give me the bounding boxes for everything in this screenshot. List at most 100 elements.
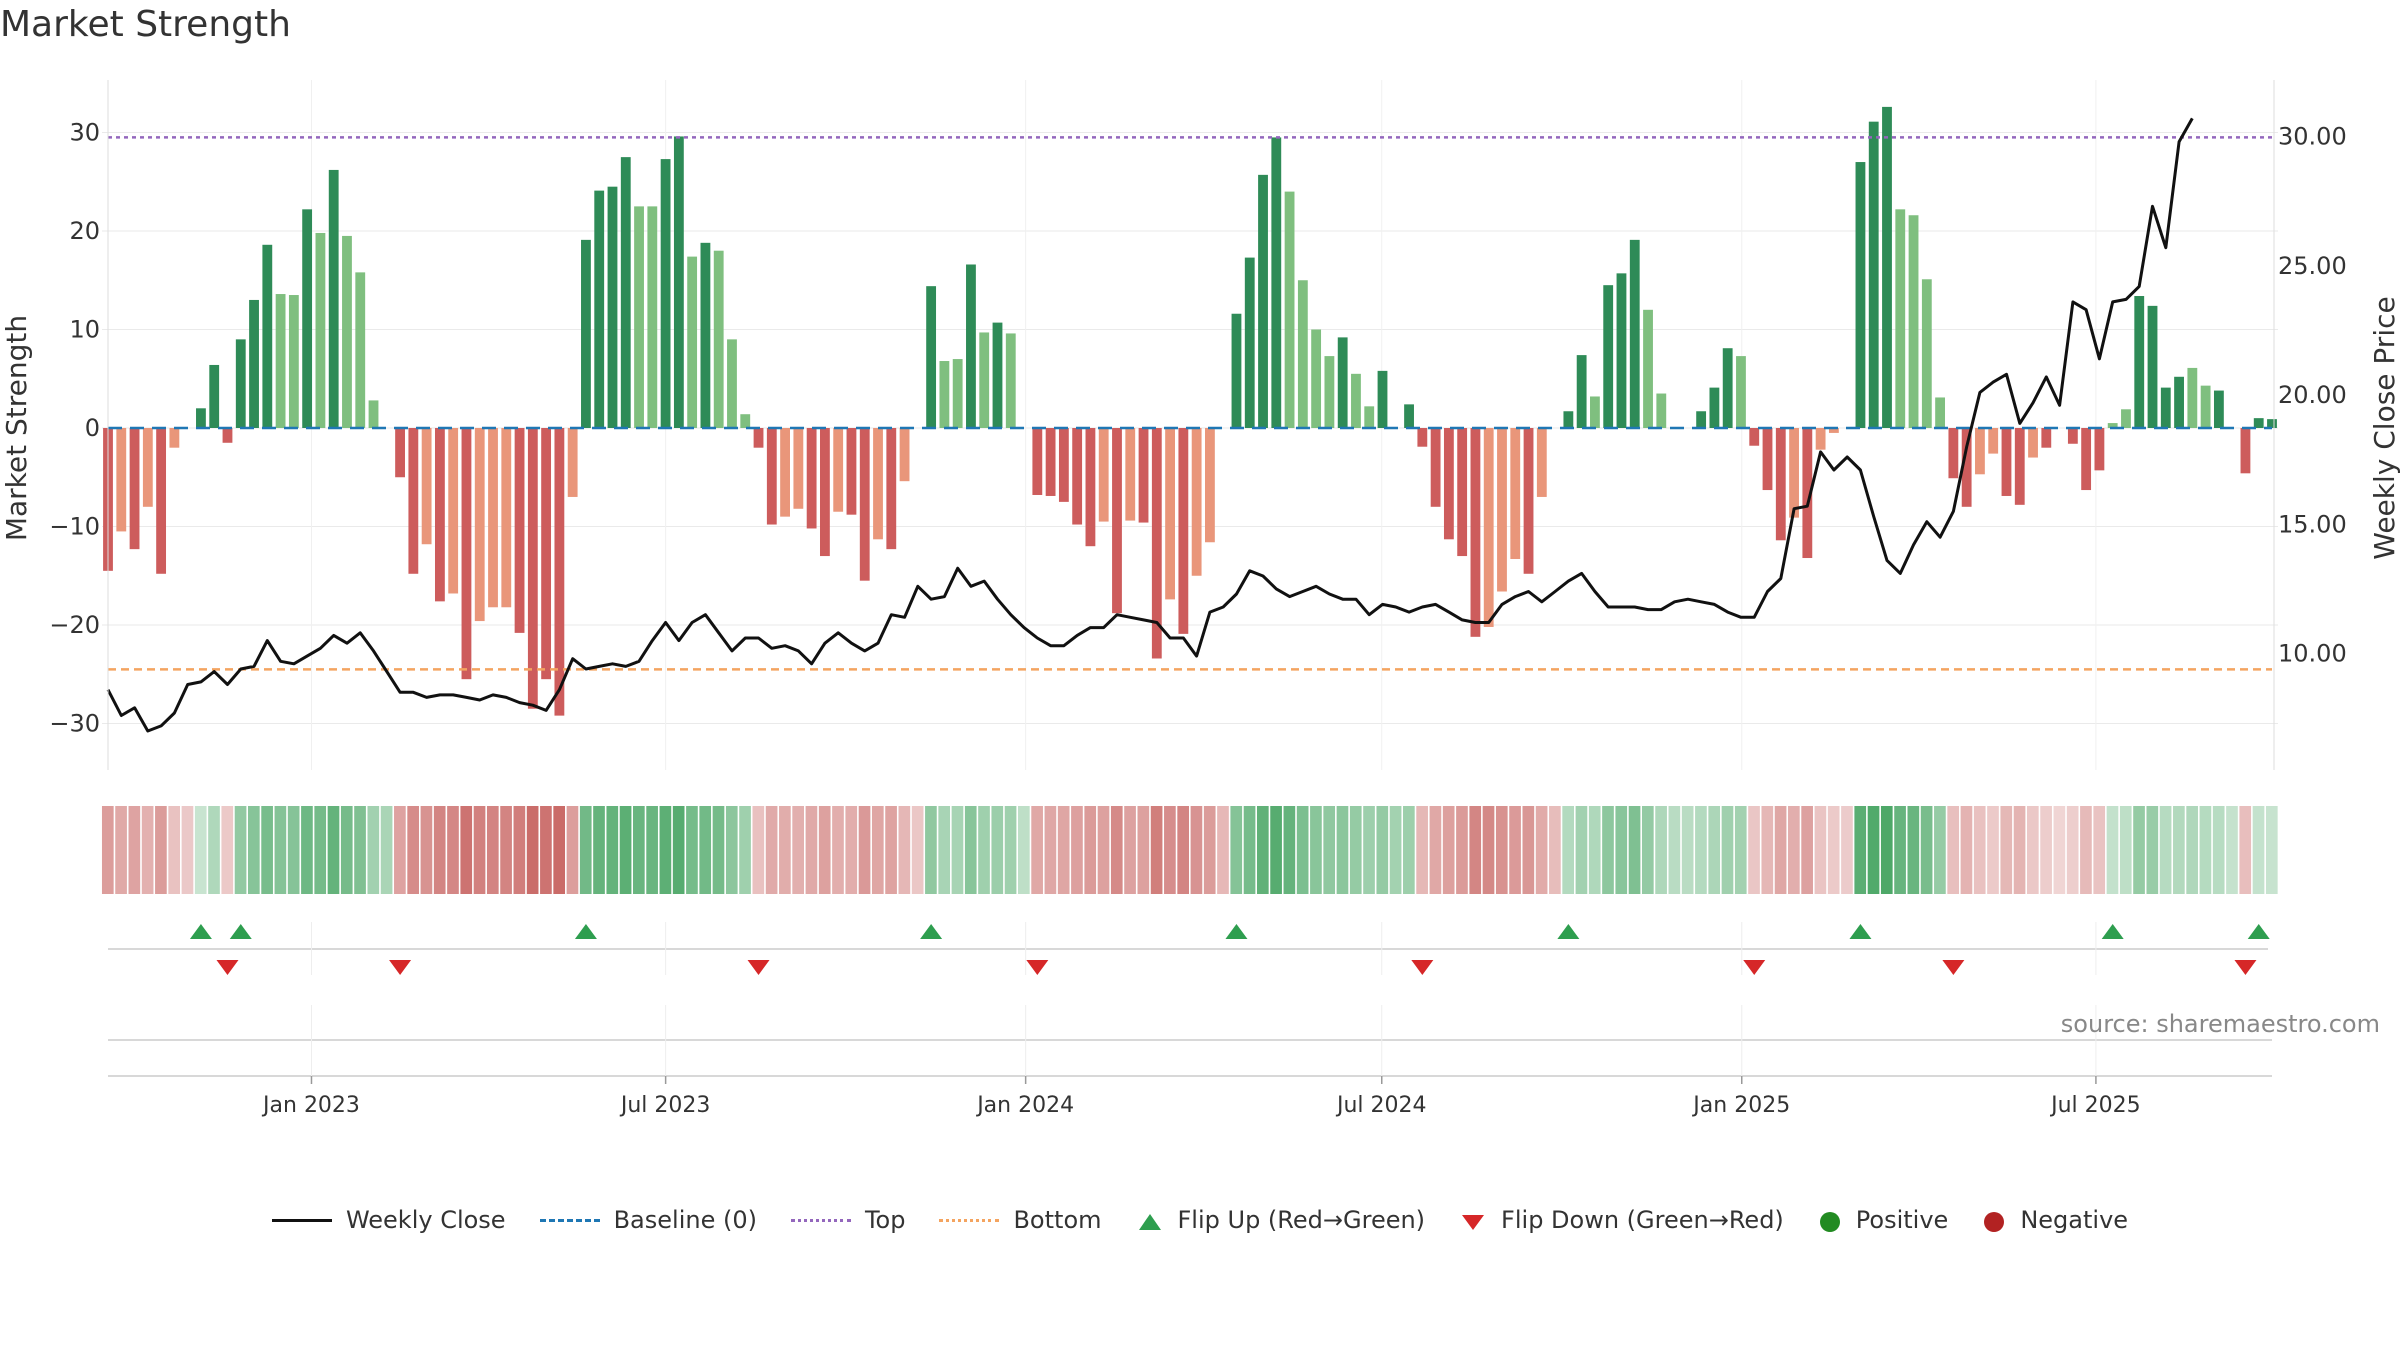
heat-cell bbox=[460, 806, 473, 894]
strength-bar bbox=[1430, 428, 1441, 507]
legend-item-baseline: Baseline (0) bbox=[539, 1206, 757, 1234]
heat-cell bbox=[832, 806, 844, 894]
strength-bar bbox=[1258, 174, 1268, 428]
strength-bar bbox=[1603, 285, 1614, 428]
strength-bar bbox=[1457, 428, 1468, 557]
heat-cell bbox=[725, 806, 738, 894]
strength-bar bbox=[2200, 385, 2211, 428]
strength-bar bbox=[2121, 409, 2131, 428]
heat-cell bbox=[765, 806, 778, 894]
circle-icon bbox=[1818, 1210, 1842, 1232]
heat-cell bbox=[1615, 806, 1628, 894]
strength-bar bbox=[1895, 209, 1906, 428]
strength-bar bbox=[1151, 428, 1162, 659]
heat-cell bbox=[234, 806, 247, 894]
heat-cell bbox=[871, 806, 884, 894]
heat-cell bbox=[1150, 806, 1163, 894]
strength-bar bbox=[1138, 428, 1149, 523]
strength-bar bbox=[846, 428, 857, 515]
strength-bar bbox=[700, 242, 711, 428]
strength-bar bbox=[780, 428, 790, 517]
strength-bar bbox=[1297, 280, 1308, 428]
heat-cell bbox=[1535, 806, 1548, 894]
heat-cell bbox=[526, 806, 539, 894]
strength-bar bbox=[196, 408, 206, 428]
heat-cell bbox=[301, 806, 313, 894]
heat-cell bbox=[885, 806, 897, 894]
strength-bar bbox=[1722, 348, 1733, 428]
x-tick-label: Jul 2023 bbox=[619, 1093, 711, 1118]
strength-bar bbox=[1072, 428, 1083, 525]
bottom-panel: Jan 2023 Jul 2023 Jan 2024 Jul 2024 Jan 2025… bbox=[108, 1005, 2272, 1118]
strength-bar bbox=[1802, 428, 1813, 559]
heat-cell bbox=[1841, 806, 1853, 894]
strength-bar bbox=[1443, 428, 1454, 540]
strength-bar bbox=[421, 428, 432, 545]
strength-bar bbox=[1643, 309, 1653, 428]
strength-bar bbox=[302, 209, 313, 428]
flip-up-marker bbox=[229, 924, 252, 939]
heat-cell bbox=[1562, 806, 1575, 894]
heat-cell bbox=[1549, 806, 1561, 894]
heat-cell bbox=[513, 806, 526, 894]
strength-bar bbox=[1337, 337, 1348, 428]
heat-cell bbox=[712, 806, 725, 894]
flip-up-marker bbox=[189, 924, 212, 939]
heat-cell bbox=[1801, 806, 1813, 894]
heat-cell bbox=[1403, 806, 1415, 894]
heat-cell bbox=[2146, 806, 2159, 894]
heat-cell bbox=[1668, 806, 1681, 894]
legend: Weekly Close Baseline (0) Top Bottom Flip Up… bbox=[0, 1206, 2400, 1234]
heat-cell bbox=[1469, 806, 1482, 894]
y2-tick-label: 30.00 bbox=[2278, 123, 2347, 151]
reference-lines bbox=[108, 136, 2272, 671]
strength-bar bbox=[819, 428, 830, 557]
heat-cell bbox=[2040, 806, 2052, 894]
heat-cell bbox=[1124, 806, 1136, 894]
heat-cell bbox=[1044, 806, 1057, 894]
strength-bar bbox=[647, 206, 658, 428]
heat-cell bbox=[1708, 806, 1721, 894]
heat-cell bbox=[194, 806, 207, 894]
heat-cell bbox=[2119, 806, 2132, 894]
heat-cell bbox=[1110, 806, 1123, 894]
heat-cell bbox=[818, 806, 831, 894]
flip-down-marker bbox=[2234, 960, 2257, 975]
heat-cell bbox=[2226, 806, 2238, 894]
heat-cell bbox=[2265, 806, 2278, 894]
heat-cell bbox=[1814, 806, 1827, 894]
strength-bar bbox=[2160, 387, 2171, 428]
strength-bar bbox=[2187, 367, 2198, 428]
heat-cell bbox=[646, 806, 658, 894]
strength-bar bbox=[1165, 428, 1175, 600]
heat-cell bbox=[1920, 806, 1933, 894]
heat-cell bbox=[805, 806, 818, 894]
strength-bar bbox=[859, 428, 870, 581]
weekly-close-line-layer bbox=[106, 117, 2194, 733]
heat-cell bbox=[1734, 806, 1747, 894]
heat-cell bbox=[1004, 806, 1017, 894]
heat-cell bbox=[633, 806, 645, 894]
legend-label: Bottom bbox=[1013, 1206, 1102, 1234]
heat-cell bbox=[261, 806, 273, 894]
heat-cell bbox=[898, 806, 911, 894]
strength-bar bbox=[581, 239, 591, 428]
heat-cell bbox=[2000, 806, 2013, 894]
flip-up-marker bbox=[1557, 924, 1580, 939]
flip-down-marker bbox=[389, 960, 412, 975]
strength-bar bbox=[554, 428, 565, 716]
heat-cell bbox=[314, 806, 327, 894]
heat-cell bbox=[686, 806, 698, 894]
heat-cell bbox=[1522, 806, 1535, 894]
strength-bar bbox=[1244, 257, 1255, 428]
strength-bar bbox=[1749, 428, 1760, 446]
strength-bar bbox=[474, 428, 485, 622]
flip-down-marker bbox=[1743, 960, 1766, 975]
strength-bar bbox=[169, 428, 180, 448]
legend-item-negative: Negative bbox=[1982, 1206, 2128, 1234]
strength-bar bbox=[2240, 428, 2251, 474]
heat-cell bbox=[2199, 806, 2212, 894]
flip-down-marker bbox=[1026, 960, 1049, 975]
flip-down-marker bbox=[1942, 960, 1965, 975]
heat-cell bbox=[2066, 806, 2079, 894]
